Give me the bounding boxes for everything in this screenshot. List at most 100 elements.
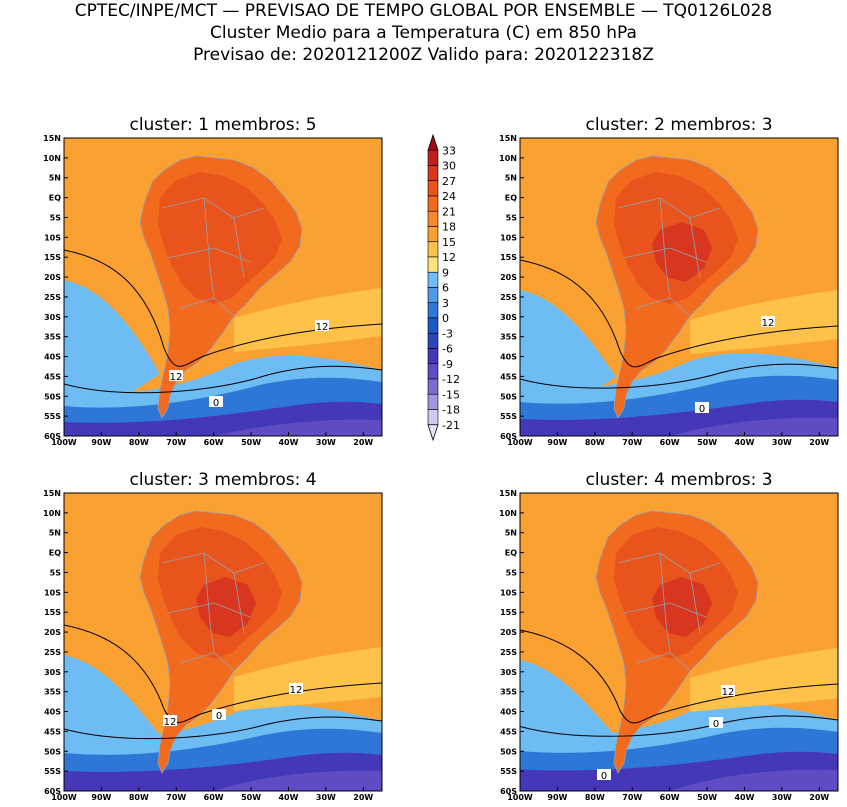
lon-label: 80W: [129, 793, 149, 802]
lon-label: 70W: [622, 793, 642, 802]
lat-label: 40S: [500, 708, 517, 717]
lon-label: 60W: [660, 793, 680, 802]
panel-grid: 12 12 0 cluster: 1 membros: 5 15N 10N 5N EQ 5S 10…: [43, 115, 839, 802]
lat-label: 55S: [500, 767, 517, 776]
contour-label: 12: [315, 320, 329, 333]
field-warm-belt: [234, 288, 382, 352]
colorbar-label: 30: [442, 160, 456, 173]
colorbar-label: 21: [442, 205, 456, 218]
lat-label: 15S: [44, 253, 61, 262]
contour-0: [64, 716, 382, 740]
colorbar-label: -15: [442, 388, 460, 401]
colorbar-swatch: [427, 348, 439, 365]
map-field: [64, 138, 382, 436]
svg-text:0: 0: [216, 711, 222, 722]
lat-label: 60S: [500, 787, 517, 796]
lat-label: 50S: [500, 747, 517, 756]
colorbar-swatch: [427, 393, 439, 410]
colorbar-label: 6: [442, 282, 449, 295]
svg-text:12: 12: [762, 318, 775, 329]
map-panel-3: 12 12 0 cluster: 3 membros: 4 15N 10N 5N EQ 5S 10…: [43, 470, 383, 802]
svg-text:0: 0: [699, 404, 705, 415]
colorbar-swatch: [427, 409, 439, 426]
lon-label: 60W: [204, 793, 224, 802]
contour-12: [520, 259, 838, 368]
lon-label: 100W: [507, 793, 533, 802]
lat-label: 35S: [500, 333, 517, 342]
svg-text:12: 12: [170, 372, 183, 383]
contour-label: 0: [597, 769, 611, 782]
country-borders: [595, 510, 759, 774]
lat-label: 10S: [500, 588, 517, 597]
lat-label: 20S: [44, 273, 61, 282]
colorbar-label: -6: [442, 343, 453, 356]
svg-text:12: 12: [290, 685, 303, 696]
header-line-2: Cluster Medio para a Temperatura (C) em …: [210, 23, 637, 43]
colorbar-swatch: [427, 241, 439, 258]
colorbar-swatch: [427, 378, 439, 395]
lon-label: 100W: [51, 438, 77, 447]
lon-label: 40W: [278, 793, 298, 802]
lat-label: 35S: [44, 333, 61, 342]
colorbar-label: 12: [442, 251, 456, 264]
lat-label: 30S: [500, 668, 517, 677]
lat-label: 50S: [44, 747, 61, 756]
map-frame: [63, 492, 383, 792]
field-cold-deepest: [670, 769, 838, 791]
lon-label: 90W: [91, 438, 111, 447]
lat-label: 15N: [43, 134, 61, 143]
colorbar-label: 27: [442, 175, 456, 188]
lat-label: 5S: [506, 568, 518, 577]
field-warm-belt: [234, 647, 382, 711]
contour-label: 12: [163, 715, 177, 728]
field-hotspot: [196, 577, 256, 637]
lon-label: 30W: [316, 438, 336, 447]
colorbar-swatch: [427, 332, 439, 349]
map-frame: [63, 137, 383, 437]
lat-label: 15S: [500, 253, 517, 262]
lat-label: 35S: [44, 688, 61, 697]
contour-label: 0: [212, 709, 226, 722]
lat-label: 10N: [499, 154, 517, 163]
lat-label: 35S: [500, 688, 517, 697]
lon-label: 70W: [166, 438, 186, 447]
lon-label: 60W: [204, 438, 224, 447]
lon-label: 60W: [660, 438, 680, 447]
lat-label: 10N: [43, 154, 61, 163]
lat-label: 40S: [44, 353, 61, 362]
colorbar-swatch: [427, 195, 439, 212]
lat-label: 5N: [49, 529, 61, 538]
svg-text:0: 0: [601, 771, 607, 782]
contour-lines: [64, 249, 382, 394]
lat-label: 5N: [505, 529, 517, 538]
contour-label: 0: [709, 717, 723, 730]
map-field: [520, 493, 838, 791]
colorbar-swatch: [427, 317, 439, 334]
map-panel-2: 12 0 cluster: 2 membros: 3 15N 10N 5N EQ 5S 10S 1…: [499, 115, 839, 447]
lon-label: 20W: [809, 793, 829, 802]
lon-label: 70W: [622, 438, 642, 447]
colorbar-arrow-top: [427, 133, 439, 151]
lat-label: 15N: [499, 134, 517, 143]
colorbar-label: -12: [442, 373, 460, 386]
panel-title: cluster: 1 membros: 5: [129, 115, 316, 135]
lat-label: 45S: [500, 727, 517, 736]
contour-12: [64, 249, 382, 367]
lat-label: EQ: [49, 549, 61, 558]
lat-label: EQ: [505, 194, 517, 203]
colorbar-swatch: [427, 363, 439, 380]
lat-label: 60S: [44, 432, 61, 441]
panel-title: cluster: 3 membros: 4: [129, 470, 316, 490]
svg-text:12: 12: [316, 322, 329, 333]
lat-label: 30S: [44, 668, 61, 677]
map-frame: [519, 137, 839, 437]
field-cold-deepest: [214, 770, 382, 791]
lat-label: 15S: [44, 608, 61, 617]
field-hotspot: [652, 577, 712, 637]
lat-label: 60S: [500, 432, 517, 441]
contour-0: [64, 365, 382, 394]
lat-label: 45S: [44, 727, 61, 736]
contour-label: 0: [695, 402, 709, 415]
colorbar-swatch: [427, 165, 439, 182]
map-panel-1: 12 12 0 cluster: 1 membros: 5 15N 10N 5N EQ 5S 10…: [43, 115, 383, 447]
